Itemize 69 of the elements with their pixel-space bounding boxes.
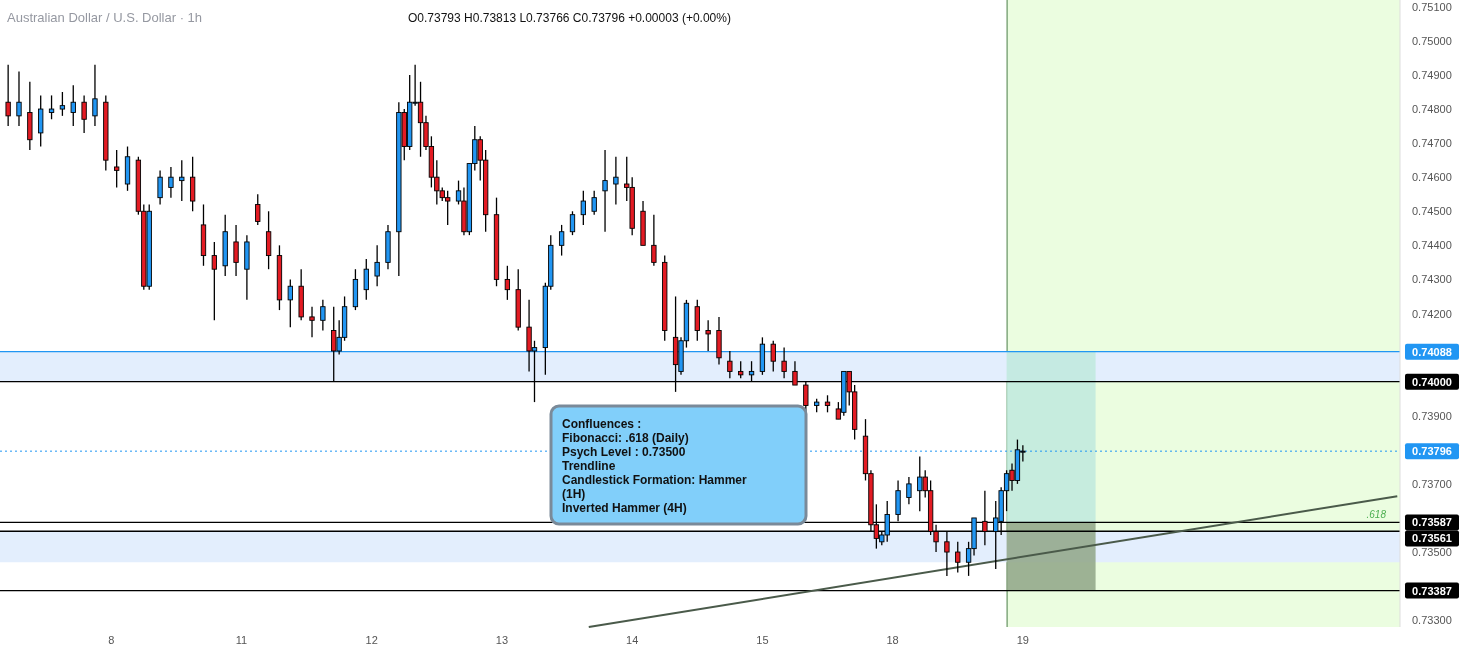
candlestick	[613, 156, 619, 206]
candlestick	[602, 149, 608, 233]
candlestick	[38, 94, 44, 148]
y-tick-label: 0.74700	[1412, 137, 1452, 150]
y-tick-label: 0.74200	[1412, 307, 1452, 320]
y-tick-label: 0.73700	[1412, 477, 1452, 490]
text: O0.73793 H0.73813 L0.73766 C0.73796 +0.00003 (+0.00%)	[408, 11, 731, 25]
candlestick	[179, 159, 185, 202]
candlestick	[211, 241, 217, 321]
candlestick	[114, 149, 120, 189]
y-tick-label: 0.73500	[1412, 546, 1452, 559]
x-tick-label: 18	[886, 634, 899, 646]
candlestick	[374, 244, 380, 287]
y-tick-label: 0.74900	[1412, 68, 1452, 81]
candlestick	[157, 169, 163, 206]
candlestick	[16, 70, 22, 127]
candlestick	[906, 476, 912, 505]
candlestick	[363, 258, 369, 301]
candlestick	[651, 214, 657, 267]
candlestick	[727, 350, 733, 379]
candlestick	[770, 340, 776, 373]
y-tick-label: 0.74300	[1412, 273, 1452, 286]
ref-line-label: 0.74000	[1412, 375, 1452, 388]
x-tick-label: 19	[1016, 634, 1029, 646]
y-tick-label: 0.74500	[1412, 205, 1452, 218]
candlestick	[70, 84, 76, 127]
candlestick	[92, 64, 98, 127]
candlestick	[189, 156, 196, 212]
candlestick	[287, 278, 293, 328]
y-tick-label: 0.75100	[1412, 0, 1452, 13]
x-tick-label: 14	[626, 634, 639, 646]
candlestick	[705, 319, 711, 352]
y-tick-label: 0.74400	[1412, 239, 1452, 252]
annotation: Confluences : Fibonacci: .618 (Daily) Psych Level : 0.73500 Trendline Candlestick Formation: Hammer (1H) Inverted Hammer (4H)	[562, 417, 748, 515]
x-tick-label: 13	[495, 634, 509, 646]
ref-line-label: 0.73587	[1412, 516, 1452, 529]
candlestick	[5, 64, 11, 127]
y-tick-label: 0.74600	[1412, 171, 1452, 184]
y-tick-label: 0.73900	[1412, 409, 1452, 422]
candlestick	[255, 193, 261, 226]
candlestick	[81, 94, 87, 134]
candlestick	[168, 166, 174, 199]
text: Australian Dollar / U.S. Dollar · 1h	[7, 10, 203, 25]
candlestick	[48, 94, 55, 120]
candlestick	[320, 299, 326, 332]
ref-line-label: 0.73387	[1412, 584, 1452, 597]
candlestick	[558, 224, 565, 257]
candlestick	[504, 265, 511, 301]
x-tick-label: 12	[365, 634, 378, 646]
y-tick-label: 0.73300	[1412, 614, 1452, 627]
candlestick	[591, 190, 597, 216]
x-tick-label: 8	[108, 634, 115, 646]
ref-line-label: 0.73561	[1412, 532, 1452, 545]
candlestick	[781, 346, 787, 379]
candlestick	[694, 299, 700, 342]
ref-line-label: 0.73796	[1412, 445, 1452, 458]
annotation: .618	[1366, 509, 1387, 521]
x-tick-label: 15	[756, 634, 769, 646]
y-tick-label: 0.74800	[1412, 103, 1452, 116]
candlestick	[309, 306, 315, 338]
x-tick-label: 11	[235, 634, 248, 646]
candlestick	[233, 224, 239, 277]
candlestick	[265, 210, 272, 270]
candlestick	[580, 190, 586, 226]
candlestick	[59, 91, 66, 117]
candlestick	[955, 541, 961, 574]
ref-line-label: 0.74088	[1412, 345, 1452, 358]
y-tick-label: 0.75000	[1412, 34, 1452, 47]
candlestick	[569, 210, 576, 236]
